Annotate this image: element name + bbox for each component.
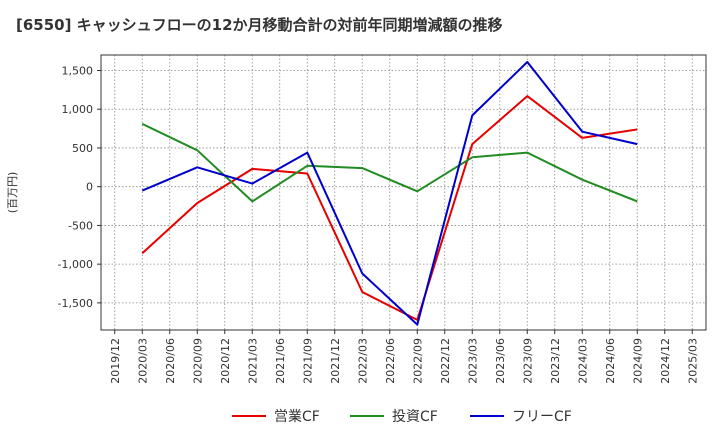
y-tick-label: -1,000 xyxy=(58,258,93,271)
chart-title: [6550] キャッシュフローの12か月移動合計の対前年同期増減額の推移 xyxy=(16,16,503,34)
x-tick-label: 2023/12 xyxy=(549,338,562,384)
x-tick-label: 2024/09 xyxy=(631,338,644,384)
series-line xyxy=(141,61,638,326)
x-tick-label: 2020/03 xyxy=(136,338,149,384)
legend: 営業CF 投資CF フリーCF xyxy=(232,409,572,425)
x-tick-label: 2019/12 xyxy=(109,338,122,384)
x-tick-label: 2024/12 xyxy=(659,338,672,384)
x-tick-label: 2025/03 xyxy=(686,338,699,384)
x-tick-label: 2022/03 xyxy=(356,338,369,384)
legend-label: 投資CF xyxy=(392,409,438,425)
x-tick-label: 2023/06 xyxy=(494,338,507,384)
x-axis-ticks: 2019/12 2020/03 2020/06 2020/09 2020/12 2021/… xyxy=(109,330,699,384)
y-tick-label: 1,500 xyxy=(62,64,94,77)
x-tick-label: 2024/06 xyxy=(604,338,617,384)
y-tick-label: -1,500 xyxy=(58,297,93,310)
x-tick-label: 2020/12 xyxy=(219,338,232,384)
x-tick-label: 2021/03 xyxy=(246,338,259,384)
plot-area xyxy=(101,55,706,330)
legend-label: 営業CF xyxy=(274,409,320,425)
x-tick-label: 2023/03 xyxy=(466,338,479,384)
x-tick-label: 2022/09 xyxy=(411,338,424,384)
y-tick-label: 0 xyxy=(86,181,93,194)
y-tick-label: 1,000 xyxy=(62,103,94,116)
x-tick-label: 2021/09 xyxy=(301,338,314,384)
y-tick-label: 500 xyxy=(72,142,93,155)
y-axis-ticks: 1,500 1,000 500 0 -500 -1,000 -1,500 xyxy=(58,64,101,310)
y-axis-label: (百万円) xyxy=(6,172,19,214)
x-tick-label: 2020/09 xyxy=(191,338,204,384)
x-tick-label: 2022/12 xyxy=(439,338,452,384)
y-tick-label: -500 xyxy=(68,219,93,232)
plot-border xyxy=(100,54,707,331)
grid-lines xyxy=(101,55,706,330)
x-tick-label: 2021/06 xyxy=(274,338,287,384)
legend-label: フリーCF xyxy=(512,409,572,425)
x-tick-label: 2021/12 xyxy=(329,338,342,384)
series-lines xyxy=(141,61,638,326)
x-tick-label: 2020/06 xyxy=(164,338,177,384)
x-tick-label: 2022/06 xyxy=(384,338,397,384)
x-tick-label: 2024/03 xyxy=(576,338,589,384)
series-line xyxy=(141,95,638,321)
x-tick-label: 2023/09 xyxy=(521,338,534,384)
